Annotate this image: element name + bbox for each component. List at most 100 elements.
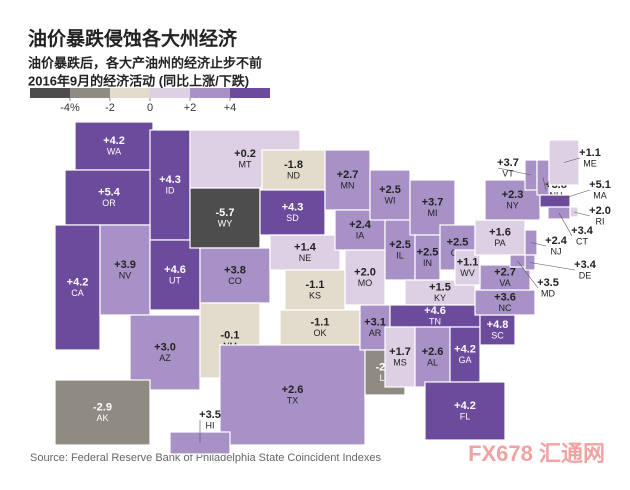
leader-line xyxy=(529,262,576,271)
state xyxy=(54,379,151,446)
state-label: IL xyxy=(396,250,404,260)
state-label: GA xyxy=(458,355,471,365)
value-label: +2.4 xyxy=(545,235,568,247)
leader-line xyxy=(573,211,591,217)
state-label: MA xyxy=(593,190,607,200)
state-label: AK xyxy=(96,413,108,423)
value-label: +4.6 xyxy=(164,264,186,276)
state xyxy=(189,187,261,249)
state-label: WA xyxy=(107,146,121,156)
state-label: MS xyxy=(393,357,407,367)
value-label: +2.0 xyxy=(589,205,611,217)
state-label: NC xyxy=(499,303,512,313)
legend-tick-label: +2 xyxy=(184,102,197,114)
value-label: +3.4 xyxy=(571,225,594,237)
value-label: +4.3 xyxy=(282,201,304,213)
state-label: CA xyxy=(71,288,84,298)
value-label: +4.6 xyxy=(424,305,446,317)
value-label: +4.2 xyxy=(454,400,476,412)
value-label: +2.5 xyxy=(417,246,439,258)
value-label: -1.1 xyxy=(311,316,330,328)
value-label: -2.9 xyxy=(93,401,112,413)
value-label: +3.5 xyxy=(199,409,221,421)
state-label: ID xyxy=(166,185,176,195)
value-label: +2.4 xyxy=(349,219,372,231)
value-label: +3.1 xyxy=(364,316,386,328)
value-label: +3.0 xyxy=(154,341,176,353)
state-label: NE xyxy=(299,253,312,263)
leader-line xyxy=(554,189,591,202)
state xyxy=(219,344,366,446)
value-label: +1.1 xyxy=(457,256,479,268)
leader-line xyxy=(497,167,532,176)
legend-swatch xyxy=(70,88,110,98)
legend-tick-label: -4% xyxy=(60,102,80,114)
value-label: +4.2 xyxy=(67,276,89,288)
value-label: +4.3 xyxy=(159,174,181,186)
state-label: TX xyxy=(287,395,299,405)
value-label: +3.7 xyxy=(497,157,519,169)
chart-title: 油价暴跌侵蚀各大州经济 xyxy=(28,27,238,50)
subtitle: 油价暴跌后，各大产油州的经济止步不前 xyxy=(28,55,262,70)
value-label: +2.5 xyxy=(447,236,469,248)
state-label: UT xyxy=(169,275,181,285)
state xyxy=(269,234,341,271)
state-label: AR xyxy=(369,328,382,338)
value-label: +2.6 xyxy=(282,384,304,396)
state-label: MI xyxy=(428,208,438,218)
state-label: WY xyxy=(218,218,233,228)
legend-swatch xyxy=(30,88,70,98)
state-label: IA xyxy=(356,230,365,240)
state-label: FL xyxy=(460,411,471,421)
value-label: +2.7 xyxy=(494,266,516,278)
state-label: VA xyxy=(499,278,510,288)
state-label: AL xyxy=(427,357,438,367)
leader-line xyxy=(530,242,547,247)
state xyxy=(424,381,506,441)
state xyxy=(474,219,526,256)
state-label: SC xyxy=(491,330,504,340)
state-label: WI xyxy=(385,195,396,205)
state-label: NV xyxy=(119,270,132,280)
state-label: CT xyxy=(576,236,588,246)
state xyxy=(384,326,416,388)
state xyxy=(261,149,326,191)
value-label: +2.5 xyxy=(389,239,411,251)
value-label: +2.5 xyxy=(379,184,401,196)
state-label: KS xyxy=(309,290,321,300)
state-label: KY xyxy=(434,293,446,303)
legend-swatch xyxy=(110,88,150,98)
value-label: +4.8 xyxy=(487,319,509,331)
state-label: VT xyxy=(502,168,514,178)
value-label: +1.4 xyxy=(294,241,317,253)
value-label: +0.2 xyxy=(234,148,256,160)
state-label: WV xyxy=(460,268,475,278)
state-label: MD xyxy=(541,288,555,298)
value-label: +5.4 xyxy=(98,186,121,198)
value-label: +1.6 xyxy=(489,226,511,238)
state-label: TN xyxy=(429,316,441,326)
state-label: IN xyxy=(423,258,432,268)
state-label: OK xyxy=(313,328,326,338)
value-label: -1.1 xyxy=(306,279,325,291)
legend-swatch xyxy=(150,88,190,98)
value-label: +3.9 xyxy=(114,259,136,271)
state xyxy=(344,249,386,306)
state-label: PA xyxy=(494,238,505,248)
state xyxy=(284,269,346,311)
state xyxy=(149,129,191,241)
source: Source: Federal Reserve Bank of Philadel… xyxy=(30,452,381,464)
state-label: MN xyxy=(341,180,355,190)
value-label: +5.1 xyxy=(589,179,611,191)
state-label: ND xyxy=(287,170,300,180)
value-label: +3.7 xyxy=(422,196,444,208)
state-label: HI xyxy=(206,420,215,430)
state-label: NY xyxy=(506,200,519,210)
value-label: +4.2 xyxy=(103,135,125,147)
state-label: SD xyxy=(286,213,299,223)
value-label: +3.8 xyxy=(224,264,246,276)
state-label: AZ xyxy=(159,353,171,363)
leader-line xyxy=(542,177,547,191)
watermark: FX678 汇通网 xyxy=(468,441,605,466)
